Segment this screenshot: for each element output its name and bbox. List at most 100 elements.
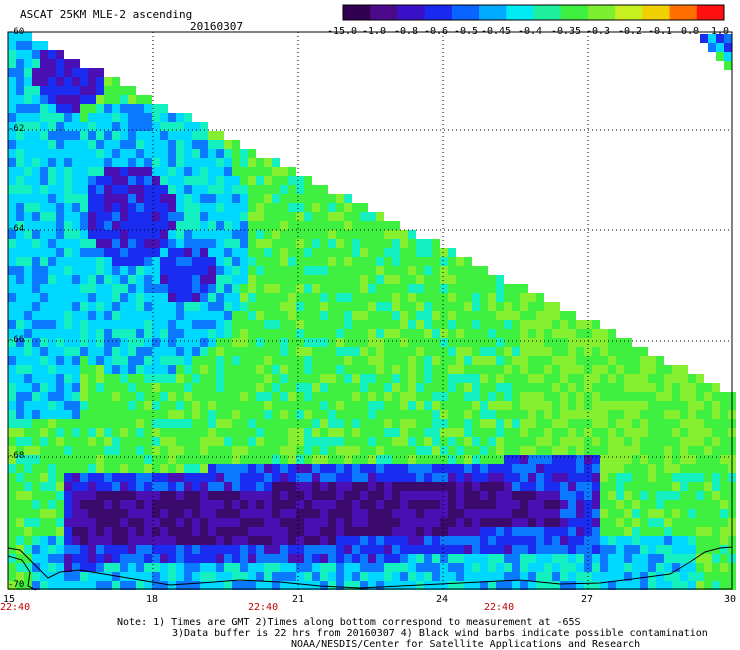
data-cell: [720, 410, 728, 419]
data-cell: [328, 266, 336, 275]
data-cell: [208, 500, 216, 509]
data-cell: [640, 419, 648, 428]
data-cell: [72, 149, 80, 158]
data-cell: [224, 383, 232, 392]
data-cell: [616, 563, 624, 572]
data-cell: [200, 311, 208, 320]
data-cell: [512, 509, 520, 518]
data-cell: [16, 230, 24, 239]
data-cell: [168, 230, 176, 239]
data-cell: [344, 572, 352, 581]
data-cell: [352, 446, 360, 455]
data-cell: [320, 509, 328, 518]
data-cell: [560, 473, 568, 482]
data-cell: [88, 293, 96, 302]
data-cell: [280, 302, 288, 311]
data-cell: [296, 203, 304, 212]
data-cell: [200, 140, 208, 149]
data-cell: [504, 401, 512, 410]
data-cell: [160, 365, 168, 374]
data-cell: [576, 410, 584, 419]
data-cell: [240, 554, 248, 563]
data-cell: [16, 194, 24, 203]
data-cell: [560, 581, 568, 590]
data-cell: [472, 419, 480, 428]
data-cell: [464, 455, 472, 464]
data-cell: [640, 491, 648, 500]
data-cell: [176, 158, 184, 167]
data-cell: [176, 212, 184, 221]
data-cell: [496, 554, 504, 563]
data-cell: [136, 185, 144, 194]
data-cell: [160, 203, 168, 212]
data-cell: [344, 527, 352, 536]
data-cell: [432, 275, 440, 284]
data-cell: [128, 356, 136, 365]
data-cell: [608, 473, 616, 482]
data-cell: [8, 86, 16, 95]
data-cell: [456, 311, 464, 320]
data-cell: [576, 473, 584, 482]
data-cell: [240, 437, 248, 446]
data-cell: [480, 581, 488, 590]
data-cell: [528, 473, 536, 482]
data-cell: [384, 266, 392, 275]
data-cell: [176, 122, 184, 131]
data-cell: [136, 284, 144, 293]
data-cell: [392, 221, 400, 230]
data-cell: [512, 383, 520, 392]
data-cell: [304, 374, 312, 383]
data-cell: [48, 176, 56, 185]
data-cell: [320, 338, 328, 347]
data-cell: [336, 473, 344, 482]
data-cell: [8, 374, 16, 383]
data-cell: [296, 320, 304, 329]
data-cell: [632, 545, 640, 554]
data-cell: [400, 311, 408, 320]
data-cell: [96, 140, 104, 149]
data-cell: [240, 545, 248, 554]
data-cell: [184, 464, 192, 473]
data-cell: [504, 419, 512, 428]
data-cell: [312, 365, 320, 374]
data-cell: [168, 392, 176, 401]
data-cell: [352, 203, 360, 212]
data-cell: [360, 257, 368, 266]
data-cell: [80, 77, 88, 86]
data-cell: [48, 527, 56, 536]
data-cell: [48, 113, 56, 122]
data-cell: [528, 392, 536, 401]
data-cell: [40, 221, 48, 230]
data-cell: [216, 167, 224, 176]
data-cell: [128, 347, 136, 356]
data-cell: [88, 140, 96, 149]
data-cell: [312, 329, 320, 338]
data-cell: [448, 518, 456, 527]
data-cell: [16, 131, 24, 140]
data-cell: [24, 131, 32, 140]
data-cell: [712, 464, 720, 473]
data-cell: [616, 491, 624, 500]
data-cell: [552, 428, 560, 437]
data-cell: [8, 356, 16, 365]
data-cell: [472, 437, 480, 446]
data-cell: [640, 554, 648, 563]
data-cell: [584, 509, 592, 518]
data-cell: [616, 383, 624, 392]
data-cell: [192, 257, 200, 266]
data-cell: [16, 140, 24, 149]
data-cell: [656, 554, 664, 563]
data-cell: [104, 356, 112, 365]
data-cell: [456, 545, 464, 554]
data-cell: [112, 266, 120, 275]
data-cell: [320, 482, 328, 491]
data-cell: [112, 203, 120, 212]
data-cell: [536, 554, 544, 563]
data-cell: [168, 365, 176, 374]
data-cell: [456, 284, 464, 293]
data-cell: [344, 581, 352, 590]
data-cell: [280, 293, 288, 302]
data-cell: [80, 347, 88, 356]
data-cell: [656, 509, 664, 518]
data-cell: [56, 554, 64, 563]
